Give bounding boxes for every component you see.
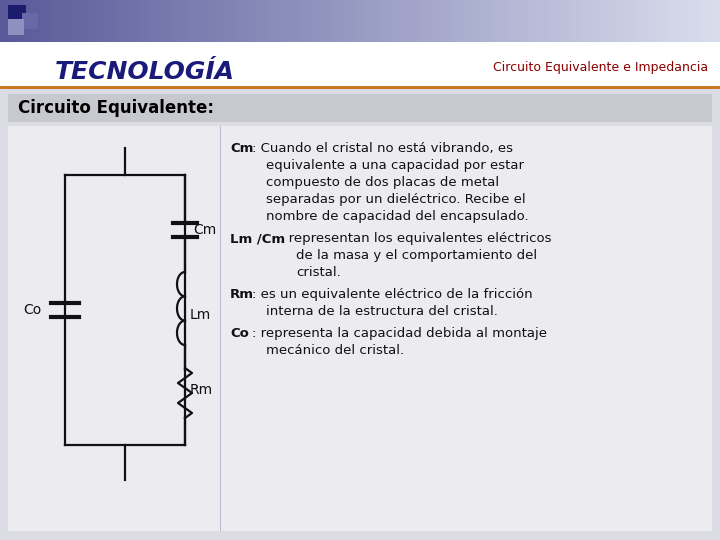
Text: : representan los equivalentes eléctricos: : representan los equivalentes eléctrico… bbox=[280, 232, 552, 245]
Text: Cm: Cm bbox=[230, 142, 253, 155]
Text: interna de la estructura del cristal.: interna de la estructura del cristal. bbox=[266, 305, 498, 318]
Text: Cm: Cm bbox=[193, 223, 216, 237]
Text: compuesto de dos placas de metal: compuesto de dos placas de metal bbox=[266, 176, 499, 189]
Bar bbox=[8, 94, 712, 122]
Text: : Cuando el cristal no está vibrando, es: : Cuando el cristal no está vibrando, es bbox=[252, 142, 513, 155]
Text: Lm /Cm: Lm /Cm bbox=[230, 232, 285, 245]
Text: Circuito Equivalente:: Circuito Equivalente: bbox=[18, 99, 214, 117]
Text: cristal.: cristal. bbox=[296, 266, 341, 279]
Text: : representa la capacidad debida al montaje: : representa la capacidad debida al mont… bbox=[252, 327, 547, 340]
Text: Lm: Lm bbox=[190, 308, 211, 322]
Text: mecánico del cristal.: mecánico del cristal. bbox=[266, 344, 404, 357]
Text: : es un equivalente eléctrico de la fricción: : es un equivalente eléctrico de la fric… bbox=[252, 288, 533, 301]
Text: Circuito Equivalente e Impedancia: Circuito Equivalente e Impedancia bbox=[493, 62, 708, 75]
Text: nombre de capacidad del encapsulado.: nombre de capacidad del encapsulado. bbox=[266, 210, 528, 223]
Text: equivalente a una capacidad por estar: equivalente a una capacidad por estar bbox=[266, 159, 524, 172]
Text: separadas por un dieléctrico. Recibe el: separadas por un dieléctrico. Recibe el bbox=[266, 193, 526, 206]
Text: de la masa y el comportamiento del: de la masa y el comportamiento del bbox=[296, 249, 537, 262]
Bar bbox=[8, 5, 26, 23]
Bar bbox=[8, 19, 24, 35]
Bar bbox=[22, 13, 38, 29]
Text: TECNOLOGÍA: TECNOLOGÍA bbox=[55, 60, 235, 84]
Text: Co: Co bbox=[23, 303, 41, 317]
Text: Rm: Rm bbox=[190, 383, 213, 397]
Bar bbox=[8, 126, 712, 531]
Text: Co: Co bbox=[230, 327, 249, 340]
Bar bbox=[220, 126, 221, 531]
Bar bbox=[0, 89, 720, 540]
Text: Rm: Rm bbox=[230, 288, 254, 301]
Bar bbox=[0, 86, 720, 89]
